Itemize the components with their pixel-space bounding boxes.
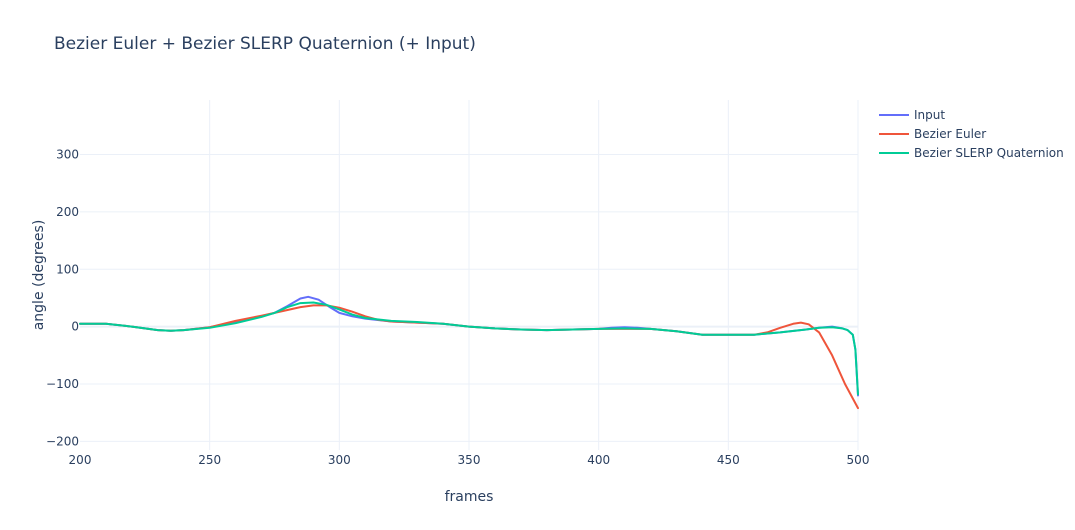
x-axis-ticks: 200 250 300 350 400 450 500 [69,453,870,467]
x-axis-title: frames [445,489,494,505]
series-line-2 [79,301,859,396]
x-tick-label: 400 [587,453,610,467]
y-tick-label: 300 [56,148,79,162]
y-tick-label: −200 [46,434,79,448]
series-lines [79,295,859,410]
x-tick-label: 450 [717,453,740,467]
y-axis-ticks: −200 −100 0 100 200 300 [46,148,79,449]
y-tick-label: −100 [46,377,79,391]
legend-label: Input [914,108,945,122]
y-tick-label: 100 [56,262,79,276]
y-axis-title: angle (degrees) [31,220,47,331]
x-tick-label: 200 [69,453,92,467]
y-tick-label: 200 [56,205,79,219]
x-tick-label: 350 [458,453,481,467]
x-tick-label: 250 [198,453,221,467]
chart-title: Bezier Euler + Bezier SLERP Quaternion (… [54,34,476,54]
y-tick-label: 0 [71,320,79,334]
legend: Input Bezier Euler Bezier SLERP Quaternio… [879,108,1064,160]
legend-label: Bezier SLERP Quaternion [914,146,1064,160]
x-tick-label: 500 [847,453,870,467]
legend-label: Bezier Euler [914,127,986,141]
gridlines [80,100,859,450]
x-tick-label: 300 [328,453,351,467]
